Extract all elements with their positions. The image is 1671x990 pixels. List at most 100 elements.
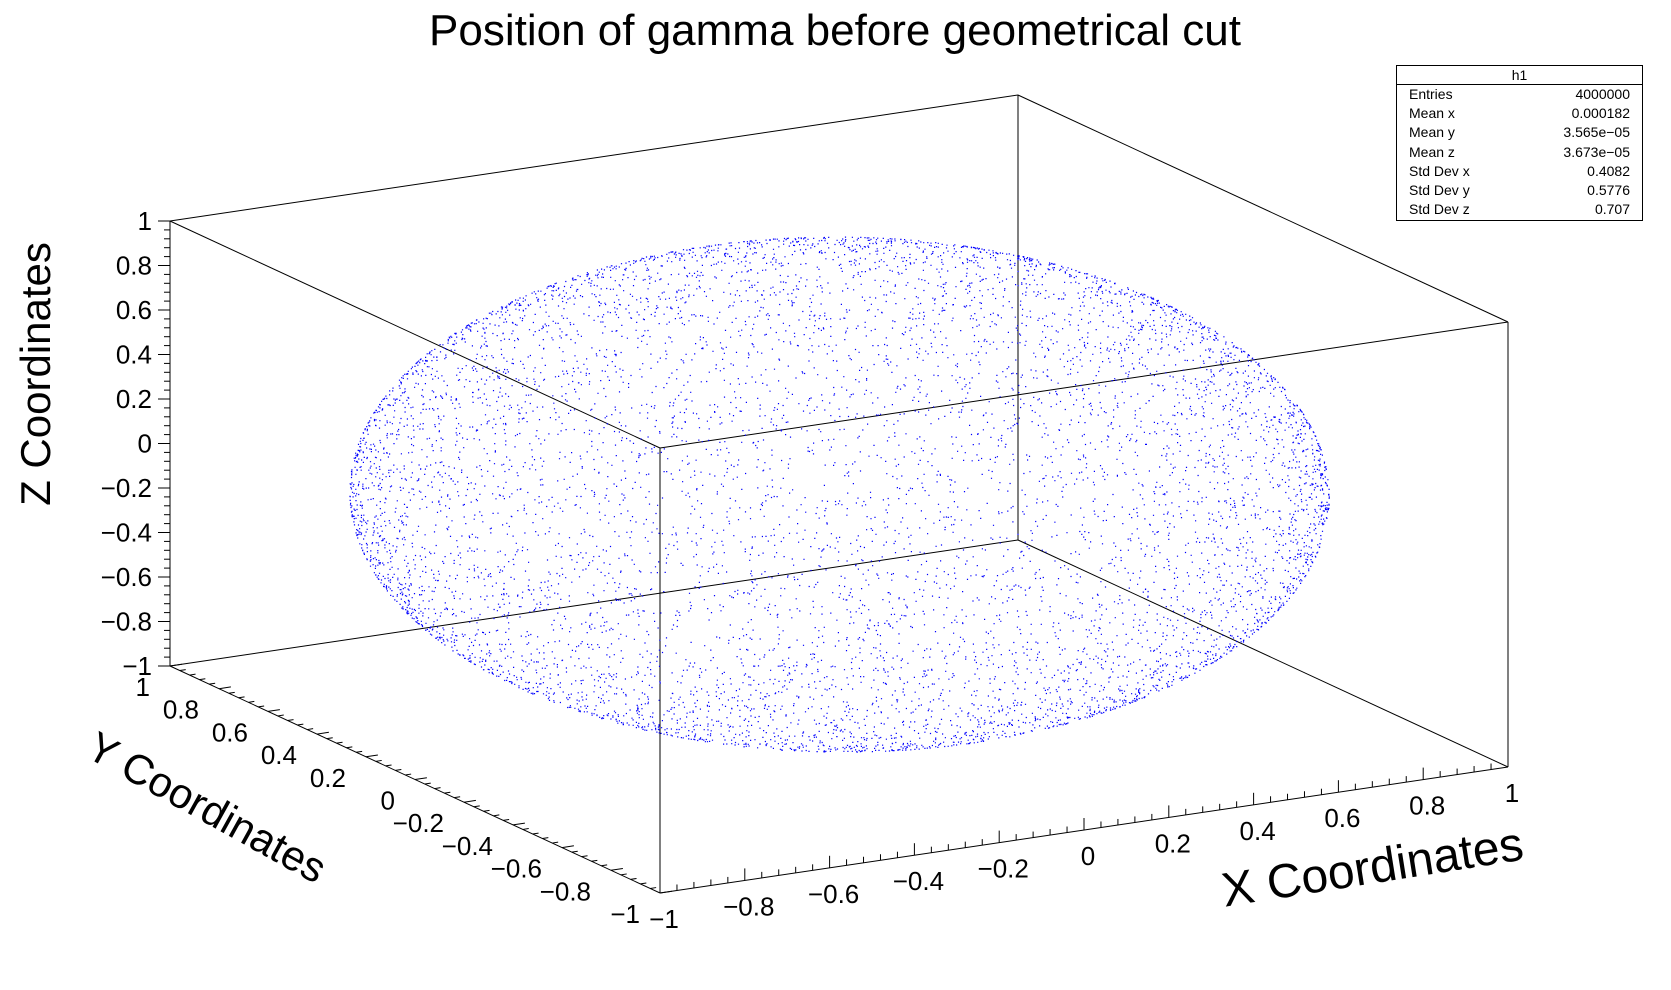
stats-label: Mean x <box>1409 105 1455 122</box>
y-tick <box>454 796 461 799</box>
y-tick <box>434 787 441 790</box>
z-tick-label: 0.4 <box>116 340 152 370</box>
z-axis-label: Z Coordinates <box>12 242 59 506</box>
y-tick <box>414 777 427 780</box>
y-tick <box>179 669 186 672</box>
y-tick <box>297 723 304 726</box>
y-tick <box>405 773 412 776</box>
y-tick-label: 0.4 <box>261 740 297 770</box>
x-tick-label: 0.6 <box>1324 803 1360 833</box>
y-tick <box>375 759 382 762</box>
y-tick <box>258 705 265 708</box>
stats-label: Entries <box>1409 86 1453 102</box>
stats-value: 0.707 <box>1594 201 1630 218</box>
stats-label: Std Dev x <box>1409 162 1470 179</box>
y-tick <box>336 741 343 744</box>
y-tick-label: −0.4 <box>442 831 493 861</box>
z-tick-label: −0.6 <box>101 562 152 592</box>
x-tick-label: −0.8 <box>723 891 774 921</box>
y-tick <box>267 709 280 712</box>
z-tick-label: 0.6 <box>116 295 152 325</box>
z-tick-label: 0.8 <box>116 251 152 281</box>
y-tick <box>385 764 392 767</box>
y-tick-label: 0.8 <box>163 695 199 725</box>
y-tick <box>424 782 431 785</box>
y-tick <box>659 890 672 894</box>
x-tick-label: −0.6 <box>808 879 859 909</box>
box-edge <box>1017 539 1509 768</box>
y-tick-label: −1 <box>610 899 640 929</box>
stats-value: 3.565e−05 <box>1563 124 1630 141</box>
x-tick-label: 1 <box>1505 778 1519 808</box>
z-tick-label: −0.2 <box>101 473 152 503</box>
stats-row: Entries 4000000 <box>1397 85 1642 104</box>
y-tick <box>316 731 329 735</box>
y-tick <box>640 882 647 885</box>
y-tick <box>610 868 623 871</box>
z-tick-label: −0.4 <box>101 518 152 548</box>
data-points <box>349 236 1330 753</box>
x-tick-label: 0 <box>1081 841 1095 871</box>
y-tick <box>444 791 451 794</box>
y-tick <box>503 818 510 821</box>
x-tick-label: −1 <box>649 904 679 934</box>
z-tick-label: −0.8 <box>101 607 152 637</box>
y-tick <box>395 769 402 771</box>
y-tick <box>630 877 637 880</box>
box-edge <box>169 94 1019 222</box>
x-tick-label: 0.8 <box>1409 791 1445 821</box>
y-tick <box>650 887 657 889</box>
y-tick <box>199 678 206 681</box>
y-tick-label: −0.2 <box>393 808 444 838</box>
y-tick-label: 1 <box>136 672 150 702</box>
y-tick-label: 0.6 <box>212 717 248 747</box>
y-tick <box>591 859 598 862</box>
y-tick <box>581 855 588 858</box>
y-tick-label: 0.2 <box>310 763 346 793</box>
x-tick-label: −0.4 <box>893 866 944 896</box>
z-tick-label: 0.2 <box>116 384 152 414</box>
stats-box: h1 Entries 4000000 Mean x 0.000182 Mean y 3.5… <box>1396 65 1643 221</box>
y-tick <box>326 737 333 740</box>
stats-label: Mean y <box>1409 124 1455 141</box>
y-tick <box>307 728 314 731</box>
y-tick <box>552 841 559 844</box>
y-tick <box>169 663 182 667</box>
stats-value: 4000000 <box>1575 86 1630 102</box>
y-tick <box>571 850 578 853</box>
stats-row: Std Dev x 0.4082 <box>1397 162 1642 181</box>
z-tick-label: 1 <box>138 206 152 236</box>
stats-row: Mean y 3.565e−05 <box>1397 123 1642 142</box>
y-tick <box>532 832 539 835</box>
y-tick <box>287 719 294 721</box>
y-tick <box>248 700 255 703</box>
y-tick-label: 0 <box>381 786 395 816</box>
y-tick <box>189 673 196 676</box>
y-tick <box>561 845 574 849</box>
x-tick-label: −0.2 <box>978 854 1029 884</box>
z-tick-label: 0 <box>138 429 152 459</box>
y-tick <box>218 686 231 690</box>
stats-value: 0.5776 <box>1587 181 1630 198</box>
stats-row: Mean x 0.000182 <box>1397 104 1642 123</box>
y-tick <box>522 828 529 830</box>
z-tick-label: −1 <box>122 651 152 681</box>
y-tick <box>277 714 284 717</box>
stats-value: 0.4082 <box>1587 162 1630 179</box>
chart-title: Position of gamma before geometrical cut <box>429 6 1241 55</box>
y-tick <box>463 799 476 803</box>
y-tick <box>473 805 480 808</box>
stats-row: Std Dev z 0.707 <box>1397 200 1642 219</box>
stats-label: Std Dev z <box>1409 201 1470 218</box>
y-tick <box>365 754 378 758</box>
y-tick <box>209 682 216 685</box>
x-tick-label: 0.4 <box>1240 816 1276 846</box>
box-edge <box>1017 94 1509 323</box>
stats-value: 3.673e−05 <box>1563 143 1630 160</box>
y-tick <box>483 809 490 812</box>
stats-label: Std Dev y <box>1409 181 1470 198</box>
y-tick <box>228 691 235 694</box>
stats-value: 0.000182 <box>1571 105 1630 122</box>
y-tick <box>542 837 549 840</box>
